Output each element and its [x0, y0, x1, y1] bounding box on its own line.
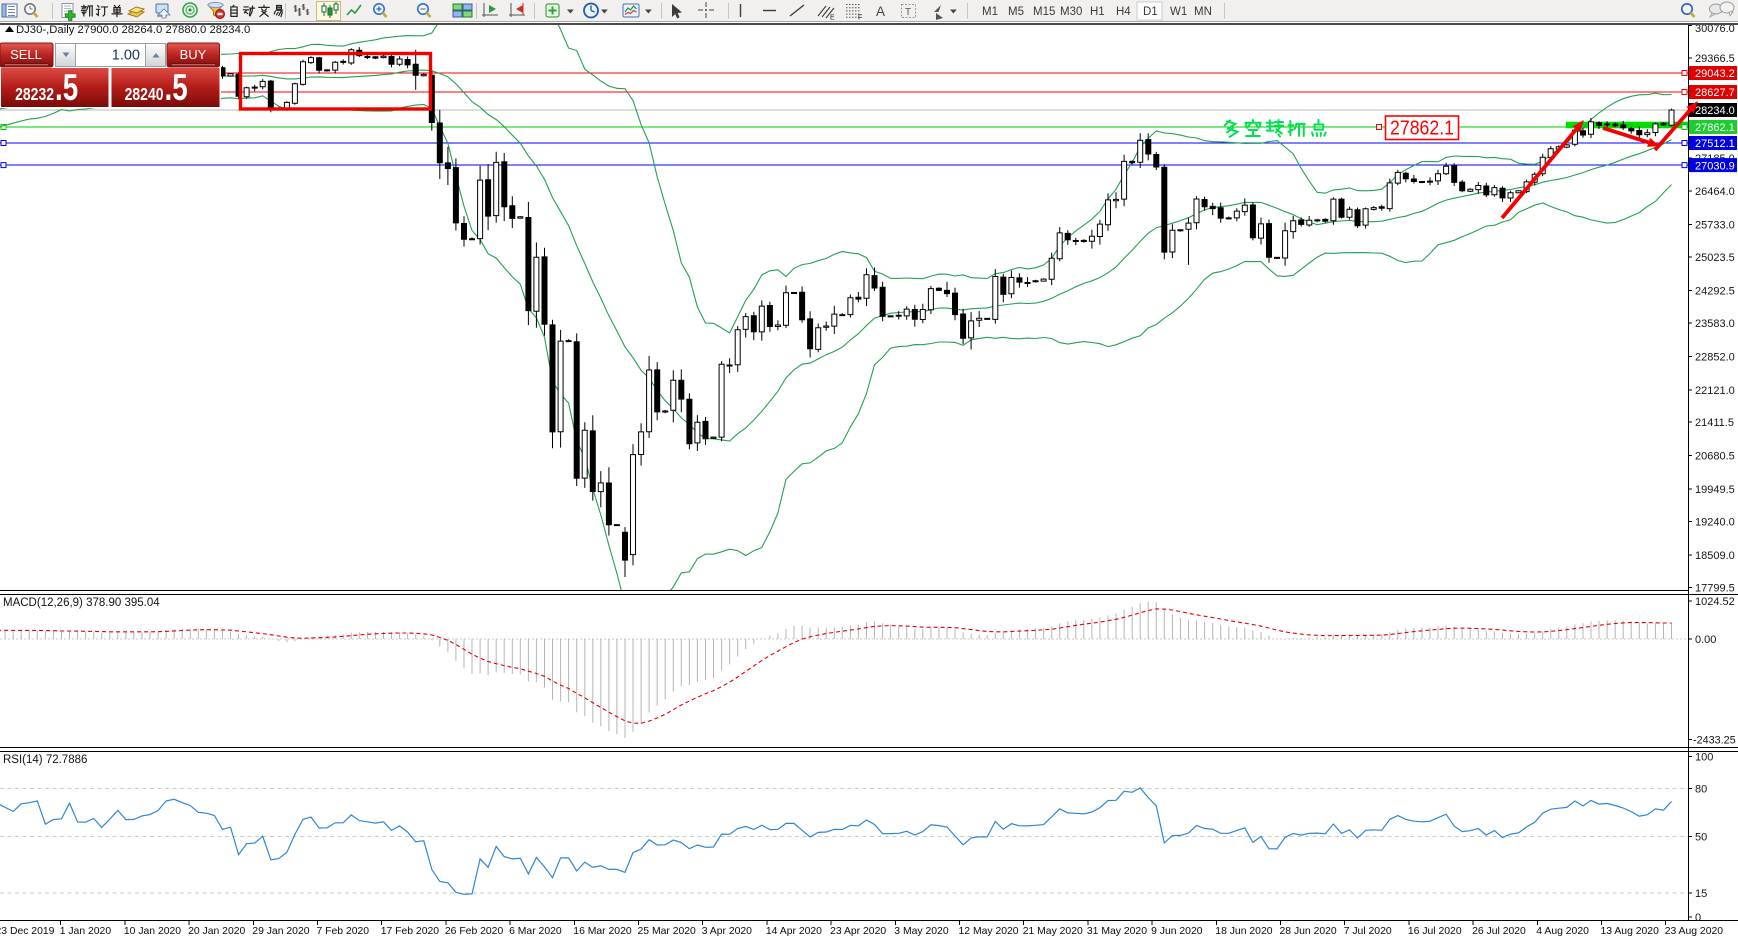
svg-text:MN: MN [1194, 6, 1212, 18]
svg-text:15: 15 [1695, 888, 1707, 900]
svg-text:BUY: BUY [180, 47, 207, 62]
svg-text:21411.5: 21411.5 [1695, 417, 1734, 429]
svg-text:1 Jan 2020: 1 Jan 2020 [60, 926, 112, 937]
svg-text:29043.2: 29043.2 [1695, 68, 1735, 80]
svg-text:28240: 28240 [125, 85, 164, 104]
svg-text:M15: M15 [1033, 6, 1055, 18]
svg-text:H1: H1 [1090, 6, 1105, 18]
svg-text:E: E [830, 15, 835, 22]
svg-text:DJ30-,Daily 27900.0 28264.0 2: DJ30-,Daily 27900.0 28264.0 27880.0 2823… [16, 24, 250, 36]
svg-text:0.00: 0.00 [1695, 634, 1716, 646]
svg-text:1.00: 1.00 [112, 48, 140, 64]
svg-text:3 Apr 2020: 3 Apr 2020 [702, 926, 752, 937]
svg-text:20 Jan 2020: 20 Jan 2020 [188, 926, 245, 937]
svg-text:W1: W1 [1170, 6, 1187, 18]
svg-text:MACD(12,26,9) 378.90 395.04: MACD(12,26,9) 378.90 395.04 [3, 597, 160, 609]
svg-text:M5: M5 [1008, 6, 1024, 18]
svg-text:23 Apr 2020: 23 Apr 2020 [830, 926, 886, 937]
svg-text:T: T [905, 7, 911, 18]
svg-text:28627.7: 28627.7 [1695, 87, 1735, 99]
svg-text:16 Jul 2020: 16 Jul 2020 [1408, 926, 1462, 937]
svg-text:23 Dec 2019: 23 Dec 2019 [0, 926, 55, 937]
svg-text:SELL: SELL [10, 47, 42, 62]
svg-text:10 Jan 2020: 10 Jan 2020 [124, 926, 181, 937]
svg-text:17799.5: 17799.5 [1695, 583, 1735, 595]
svg-text:22121.0: 22121.0 [1695, 385, 1735, 397]
svg-text:.5: .5 [165, 66, 188, 108]
svg-text:26 Feb 2020: 26 Feb 2020 [445, 926, 504, 937]
svg-text:29366.5: 29366.5 [1695, 53, 1735, 65]
svg-text:26 Jul 2020: 26 Jul 2020 [1472, 926, 1526, 937]
svg-text:0: 0 [1695, 912, 1701, 924]
svg-text:30076.0: 30076.0 [1695, 23, 1735, 35]
svg-text:12 May 2020: 12 May 2020 [959, 926, 1019, 937]
svg-text:A: A [876, 4, 885, 19]
svg-text:16 Mar 2020: 16 Mar 2020 [573, 926, 632, 937]
svg-text:M1: M1 [982, 6, 998, 18]
svg-text:28 Jun 2020: 28 Jun 2020 [1280, 926, 1337, 937]
svg-text:6 Mar 2020: 6 Mar 2020 [509, 926, 562, 937]
svg-text:13 Aug 2020: 13 Aug 2020 [1601, 926, 1660, 937]
svg-text:18509.0: 18509.0 [1695, 550, 1735, 562]
svg-text:RSI(14) 72.7886: RSI(14) 72.7886 [3, 754, 87, 766]
svg-text:28232: 28232 [15, 85, 54, 104]
svg-text:31 May 2020: 31 May 2020 [1087, 926, 1147, 937]
svg-text:27030.9: 27030.9 [1695, 160, 1735, 172]
svg-text:27512.1: 27512.1 [1695, 138, 1735, 150]
svg-text:22852.0: 22852.0 [1695, 351, 1735, 363]
svg-text:19949.5: 19949.5 [1695, 484, 1735, 496]
svg-text:28234.0: 28234.0 [1695, 105, 1735, 117]
svg-text:25 Mar 2020: 25 Mar 2020 [638, 926, 697, 937]
svg-text:23 Aug 2020: 23 Aug 2020 [1665, 926, 1724, 937]
svg-text:25733.0: 25733.0 [1695, 220, 1735, 232]
svg-text:29 Jan 2020: 29 Jan 2020 [252, 926, 309, 937]
svg-text:80: 80 [1695, 784, 1707, 796]
svg-text:1024.52: 1024.52 [1695, 596, 1735, 608]
svg-text:7 Jul 2020: 7 Jul 2020 [1344, 926, 1392, 937]
svg-text:.5: .5 [55, 66, 78, 108]
svg-text:20680.5: 20680.5 [1695, 451, 1735, 463]
svg-text:H4: H4 [1116, 6, 1131, 18]
svg-text:9 Jun 2020: 9 Jun 2020 [1151, 926, 1203, 937]
svg-text:24292.5: 24292.5 [1695, 285, 1735, 297]
svg-text:27862.1: 27862.1 [1390, 117, 1454, 140]
svg-text:7 Feb 2020: 7 Feb 2020 [317, 926, 370, 937]
svg-text:F: F [858, 15, 862, 22]
svg-text:23583.0: 23583.0 [1695, 318, 1735, 330]
svg-text:25023.5: 25023.5 [1695, 252, 1735, 264]
svg-text:M30: M30 [1060, 6, 1082, 18]
svg-text:19240.0: 19240.0 [1695, 517, 1735, 529]
svg-text:4 Aug 2020: 4 Aug 2020 [1536, 926, 1589, 937]
svg-text:14 Apr 2020: 14 Apr 2020 [766, 926, 822, 937]
svg-text:100: 100 [1695, 751, 1713, 763]
svg-text:-2433.25: -2433.25 [1693, 735, 1736, 747]
svg-text:D1: D1 [1143, 6, 1158, 18]
svg-text:50: 50 [1695, 832, 1707, 844]
svg-text:3 May 2020: 3 May 2020 [894, 926, 949, 937]
svg-text:26464.0: 26464.0 [1695, 186, 1735, 198]
svg-text:18 Jun 2020: 18 Jun 2020 [1215, 926, 1272, 937]
svg-text:27862.1: 27862.1 [1695, 122, 1735, 134]
svg-text:21 May 2020: 21 May 2020 [1023, 926, 1083, 937]
svg-text:17 Feb 2020: 17 Feb 2020 [381, 926, 440, 937]
